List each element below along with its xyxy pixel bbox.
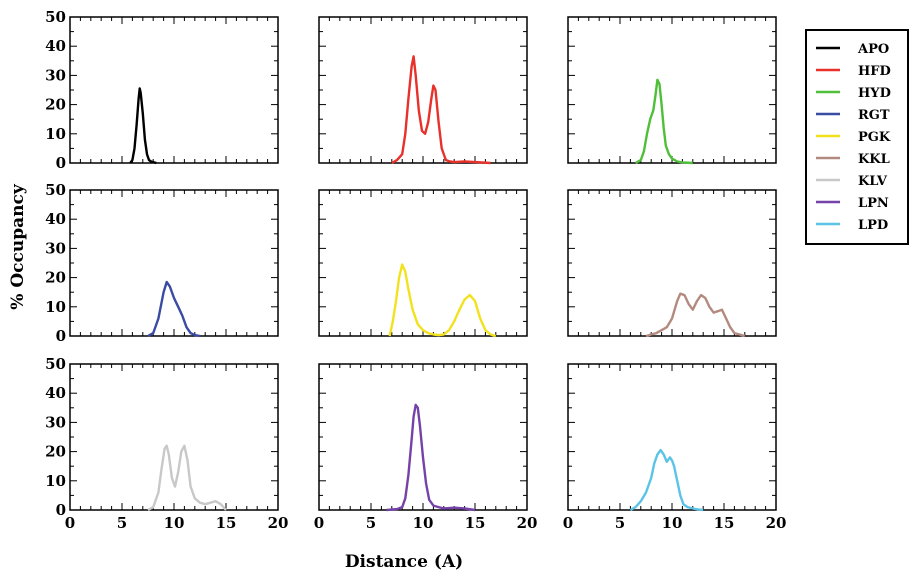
legend-item-hfd: HFD xyxy=(816,64,891,79)
series-line-rgt xyxy=(147,280,201,338)
y-tick-label: 50 xyxy=(45,181,66,199)
series-line-apo xyxy=(129,87,157,165)
panel-4 xyxy=(318,189,528,338)
series-line-lpn xyxy=(386,403,476,512)
legend-label: LPN xyxy=(858,196,889,211)
legend-label: RGT xyxy=(858,108,890,123)
y-tick-label: 40 xyxy=(45,384,66,402)
panel-7: 0 5 10 15 20 xyxy=(314,363,538,532)
legend-label: HYD xyxy=(858,86,891,101)
panel-frame xyxy=(318,363,528,511)
x-tick-label: 20 xyxy=(766,514,787,532)
x-tick-label: 5 xyxy=(615,514,625,532)
y-tick-label: 0 xyxy=(56,327,66,345)
y-axis-title: % Occupancy xyxy=(8,183,28,310)
legend-item-lpd: LPD xyxy=(816,218,888,233)
x-tick-label: 15 xyxy=(216,514,237,532)
x-tick-label: 0 xyxy=(314,514,324,532)
legend-item-pgk: PGK xyxy=(816,130,891,145)
panel-frame xyxy=(69,16,279,164)
x-tick-label: 15 xyxy=(465,514,486,532)
x-tick-label: 0 xyxy=(563,514,573,532)
legend-item-klv: KLV xyxy=(816,174,888,189)
legend-item-lpn: LPN xyxy=(816,196,889,211)
panel-frame xyxy=(567,16,777,164)
y-tick-label: 10 xyxy=(45,472,66,490)
series-line-hfd xyxy=(391,55,491,165)
panel-6: 0 10 20 30 40 50 0 5 10 15 20 xyxy=(45,355,288,532)
series-line-kkl xyxy=(645,292,746,338)
x-tick-label: 10 xyxy=(164,514,185,532)
series-line-klv xyxy=(147,444,227,512)
legend-label: KKL xyxy=(858,152,890,167)
legend-label: HFD xyxy=(858,64,891,79)
y-tick-label: 0 xyxy=(56,154,66,172)
panel-1 xyxy=(318,16,528,165)
series-line-pgk xyxy=(388,263,497,338)
x-tick-label: 20 xyxy=(268,514,289,532)
y-tick-label: 20 xyxy=(45,443,66,461)
panel-frame xyxy=(318,16,528,164)
x-tick-label: 5 xyxy=(117,514,127,532)
panel-0: 0 10 20 30 40 50 xyxy=(45,8,279,172)
legend-label: PGK xyxy=(858,130,891,145)
x-axis-title: Distance (A) xyxy=(345,552,463,572)
y-tick-label: 30 xyxy=(45,239,66,257)
legend-item-hyd: HYD xyxy=(816,86,891,101)
legend-label: APO xyxy=(857,42,889,57)
x-tick-label: 20 xyxy=(517,514,538,532)
y-tick-label: 40 xyxy=(45,37,66,55)
panel-frame xyxy=(69,189,279,337)
legend-item-rgt: RGT xyxy=(816,108,890,123)
legend-item-apo: APO xyxy=(816,42,889,57)
y-tick-label: 50 xyxy=(45,355,66,373)
y-tick-label: 50 xyxy=(45,8,66,26)
legend-frame xyxy=(805,29,909,245)
legend-label: LPD xyxy=(858,218,888,233)
legend-item-kkl: KKL xyxy=(816,152,890,167)
legend: APO HFD HYD RGT PGK KKL KLV LPN LPD xyxy=(805,29,909,245)
x-tick-label: 0 xyxy=(65,514,75,532)
panel-5 xyxy=(567,189,777,338)
y-tick-label: 40 xyxy=(45,210,66,228)
x-tick-label: 15 xyxy=(714,514,735,532)
y-tick-label: 20 xyxy=(45,269,66,287)
x-tick-label: 10 xyxy=(413,514,434,532)
x-tick-label: 10 xyxy=(662,514,683,532)
y-tick-label: 10 xyxy=(45,298,66,316)
panel-2 xyxy=(567,16,777,165)
panel-3: 0 10 20 30 40 50 xyxy=(45,181,279,345)
y-tick-label: 30 xyxy=(45,413,66,431)
series-line-lpd xyxy=(629,448,704,512)
x-tick-label: 5 xyxy=(366,514,376,532)
y-tick-label: 10 xyxy=(45,125,66,143)
panel-frame xyxy=(318,189,528,337)
panel-frame xyxy=(69,363,279,511)
panel-frame xyxy=(567,363,777,511)
panel-8: 0 5 10 15 20 xyxy=(563,363,787,532)
panel-frame xyxy=(567,189,777,337)
y-tick-label: 0 xyxy=(56,501,66,519)
y-tick-label: 30 xyxy=(45,66,66,84)
series-line-hyd xyxy=(635,78,693,165)
legend-label: KLV xyxy=(858,174,888,189)
y-tick-label: 20 xyxy=(45,96,66,114)
